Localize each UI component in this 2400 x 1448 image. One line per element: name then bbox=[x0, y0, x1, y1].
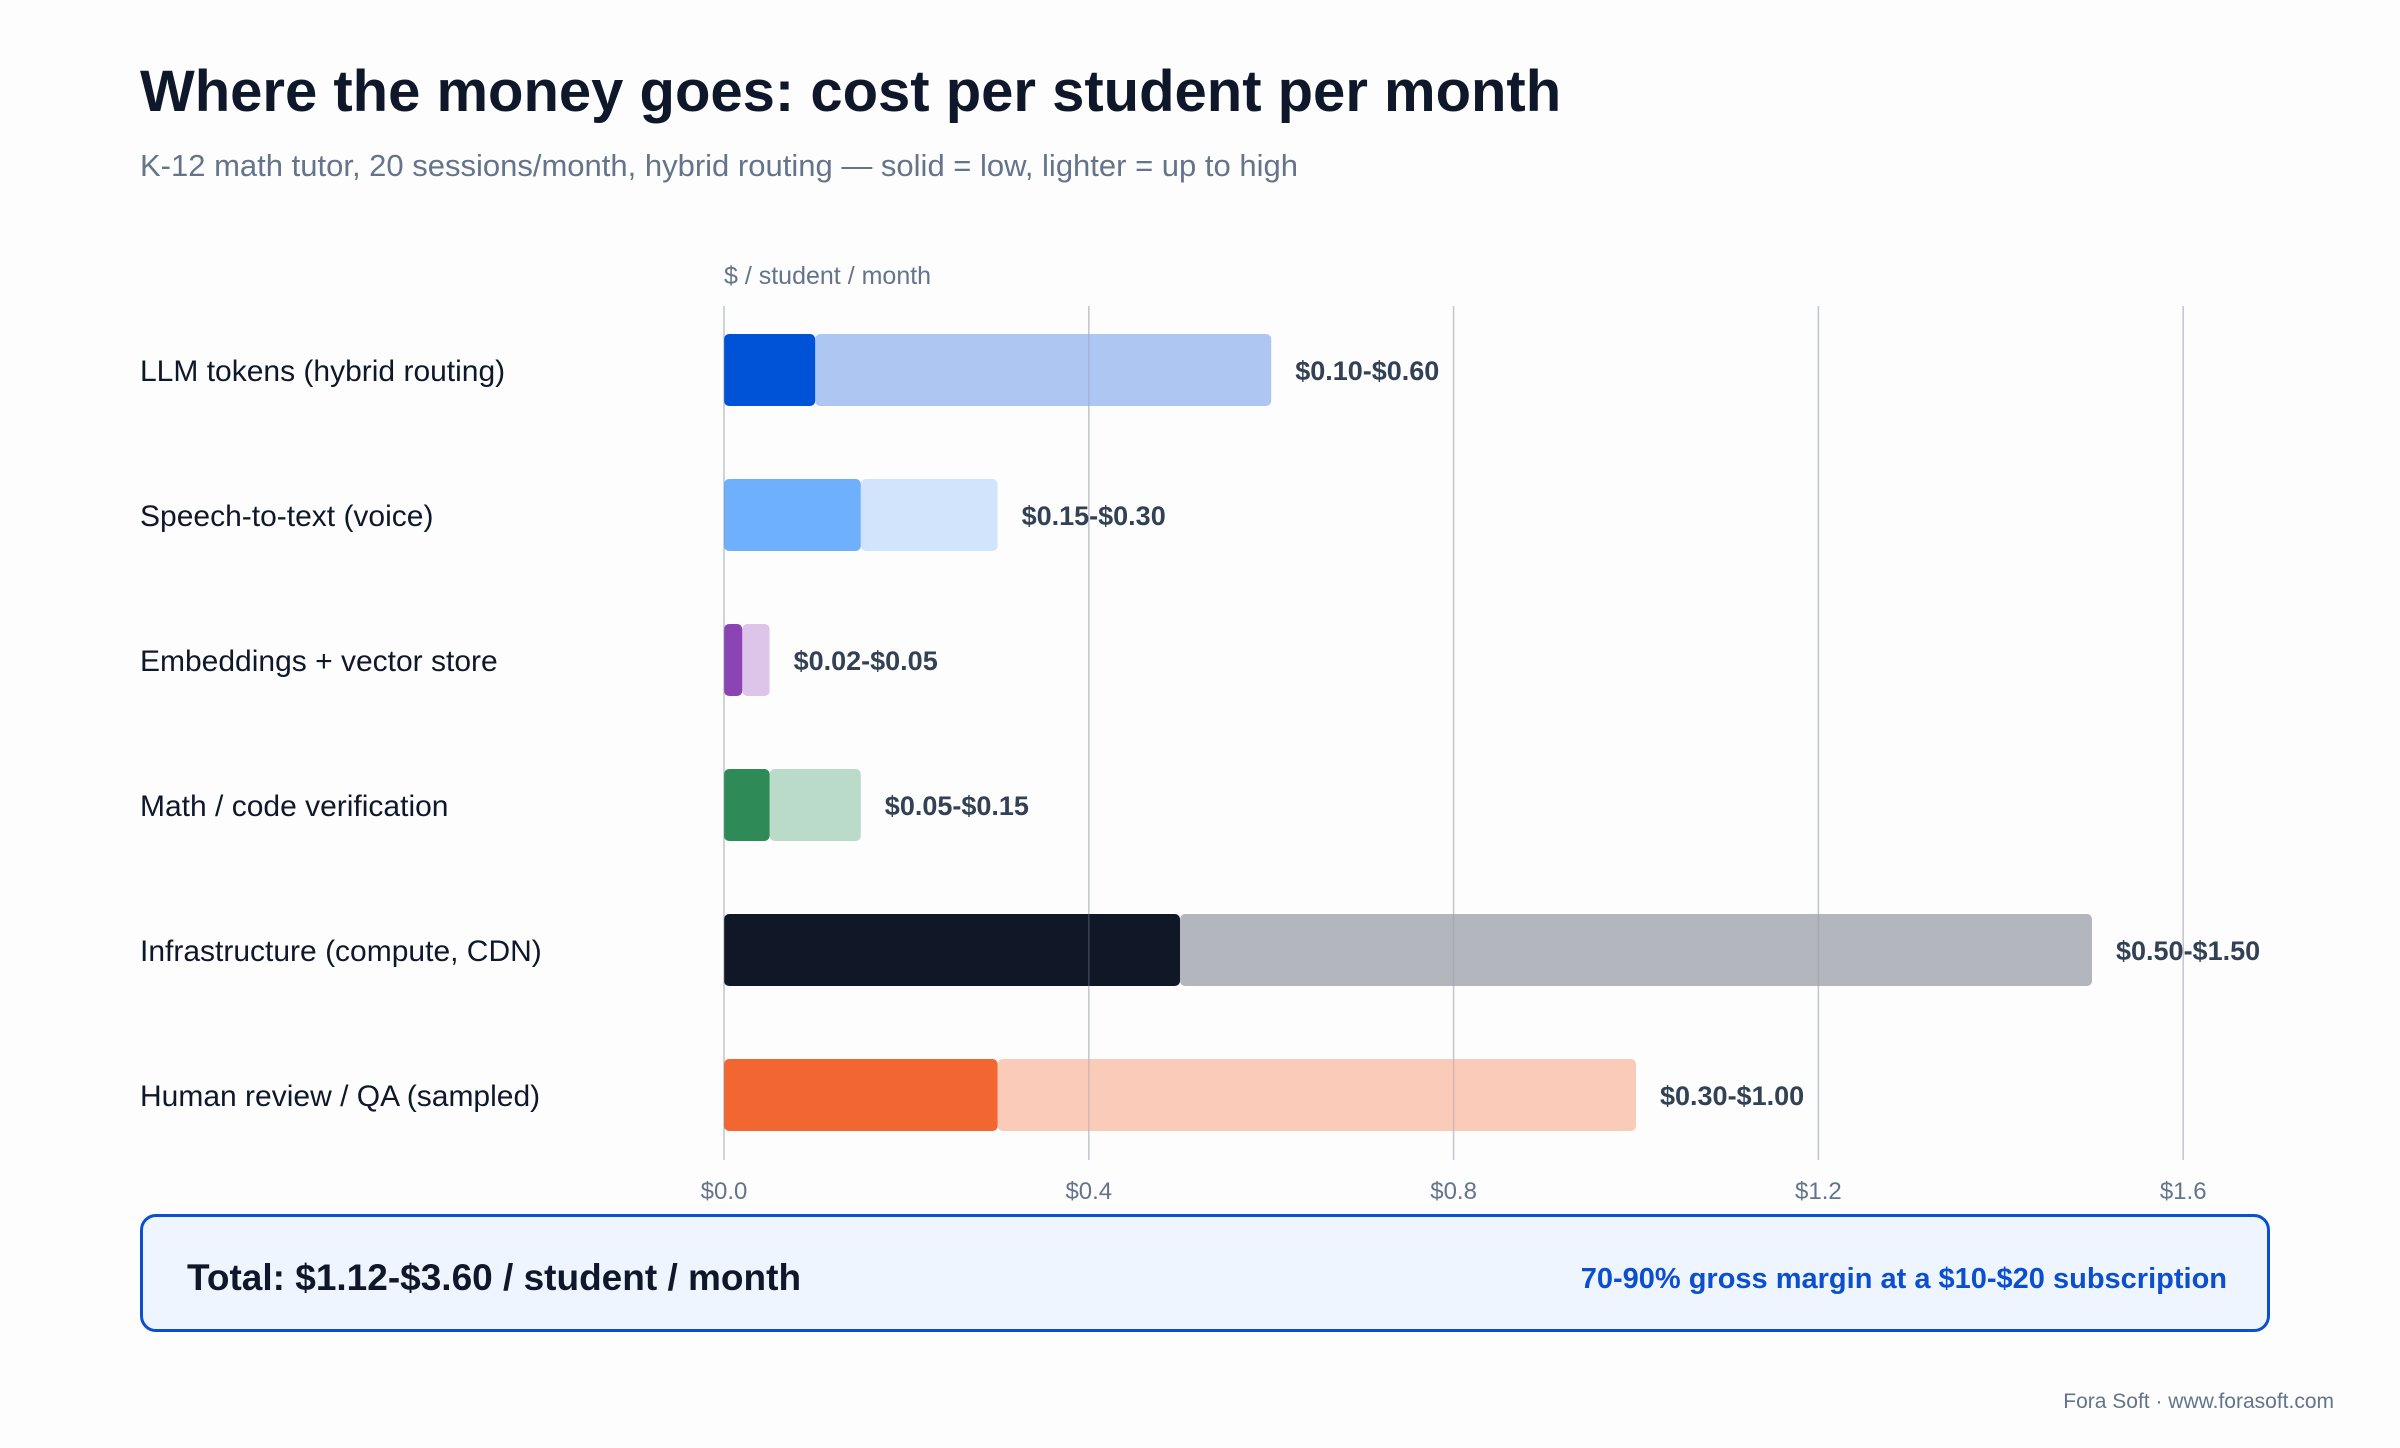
grid-lines-overlay bbox=[723, 306, 2184, 1160]
x-tick-label: $0.0 bbox=[701, 1178, 748, 1205]
bar-high-range bbox=[769, 769, 861, 841]
x-tick-label: $0.4 bbox=[1065, 1178, 1112, 1205]
bar-low bbox=[724, 624, 743, 696]
bars bbox=[724, 334, 2092, 1131]
bar-high-range bbox=[815, 334, 1272, 406]
bar-low bbox=[724, 334, 816, 406]
footer-credit: Fora Soft · www.forasoft.com bbox=[2063, 1390, 2334, 1413]
page-subtitle: K-12 math tutor, 20 sessions/month, hybr… bbox=[140, 148, 1298, 183]
category-label: Math / code verification bbox=[140, 790, 448, 823]
labels: $0.0 $0.4 $0.8 $1.2 $1.6 LLM tokens (hybrid r… bbox=[140, 355, 2260, 1205]
bar-high-range bbox=[860, 479, 998, 551]
bar-low bbox=[724, 1059, 998, 1131]
grid-lines bbox=[723, 306, 2184, 1160]
value-label: $0.05-$0.15 bbox=[885, 791, 1029, 821]
axis-unit-label: $ / student / month bbox=[724, 262, 932, 290]
value-label: $0.30-$1.00 bbox=[1660, 1081, 1804, 1111]
category-label: Infrastructure (compute, CDN) bbox=[140, 935, 542, 968]
x-tick-label: $0.8 bbox=[1430, 1178, 1477, 1205]
bar-low bbox=[724, 914, 1180, 986]
value-label: $0.15-$0.30 bbox=[1022, 501, 1166, 531]
bar-low bbox=[724, 769, 770, 841]
total-summary-box: Total: $1.12-$3.60 / student / month 70-… bbox=[140, 1214, 2270, 1332]
bar-high-range bbox=[997, 1059, 1636, 1131]
category-label: LLM tokens (hybrid routing) bbox=[140, 355, 505, 388]
value-label: $0.02-$0.05 bbox=[794, 646, 938, 676]
category-label: Human review / QA (sampled) bbox=[140, 1080, 540, 1113]
gross-margin-text: 70-90% gross margin at a $10-$20 subscri… bbox=[1580, 1263, 2227, 1295]
page-title: Where the money goes: cost per student p… bbox=[140, 59, 1562, 124]
bar-high-range bbox=[742, 624, 770, 696]
category-label: Embeddings + vector store bbox=[140, 645, 498, 678]
x-tick-label: $1.2 bbox=[1795, 1178, 1842, 1205]
total-cost-text: Total: $1.12-$3.60 / student / month bbox=[187, 1257, 802, 1298]
value-label: $0.50-$1.50 bbox=[2116, 936, 2260, 966]
category-label: Speech-to-text (voice) bbox=[140, 500, 433, 533]
bar-low bbox=[724, 479, 861, 551]
value-label: $0.10-$0.60 bbox=[1295, 356, 1439, 386]
bar-high-range bbox=[1180, 914, 2092, 986]
x-tick-label: $1.6 bbox=[2160, 1178, 2207, 1205]
